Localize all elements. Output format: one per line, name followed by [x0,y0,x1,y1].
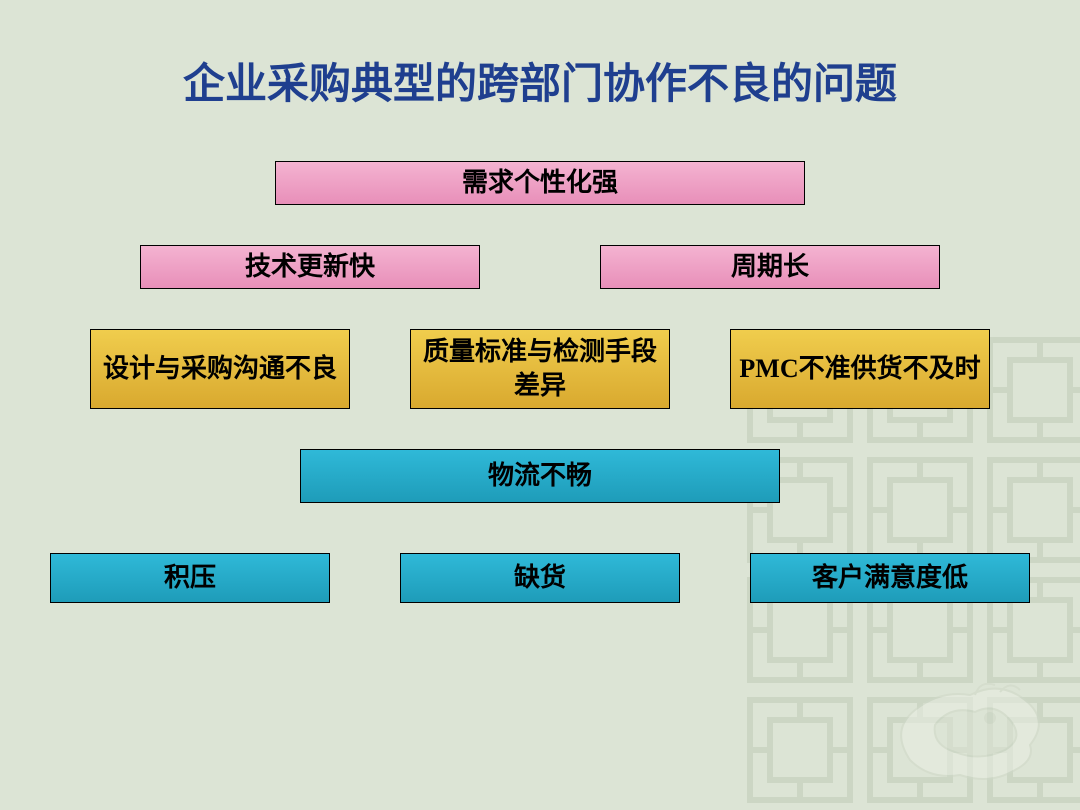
row-1: 需求个性化强 [40,161,1040,205]
row-3: 设计与采购沟通不良 质量标准与检测手段差异 PMC不准供货不及时 [40,329,1040,409]
slide-title: 企业采购典型的跨部门协作不良的问题 [40,50,1040,111]
dragon-ornament-icon [880,640,1060,790]
slide: 企业采购典型的跨部门协作不良的问题 需求个性化强 技术更新快 周期长 设计与采购… [0,0,1080,810]
row-4: 物流不畅 [40,449,1040,503]
box-tech-update: 技术更新快 [140,245,480,289]
box-long-cycle: 周期长 [600,245,940,289]
box-quality-std: 质量标准与检测手段差异 [410,329,670,409]
box-design-comm: 设计与采购沟通不良 [90,329,350,409]
row-5: 积压 缺货 客户满意度低 [40,553,1040,603]
box-overstock: 积压 [50,553,330,603]
box-logistics: 物流不畅 [300,449,780,503]
row-2: 技术更新快 周期长 [40,245,1040,289]
box-satisfaction: 客户满意度低 [750,553,1030,603]
box-pmc: PMC不准供货不及时 [730,329,990,409]
box-demand: 需求个性化强 [275,161,805,205]
box-shortage: 缺货 [400,553,680,603]
